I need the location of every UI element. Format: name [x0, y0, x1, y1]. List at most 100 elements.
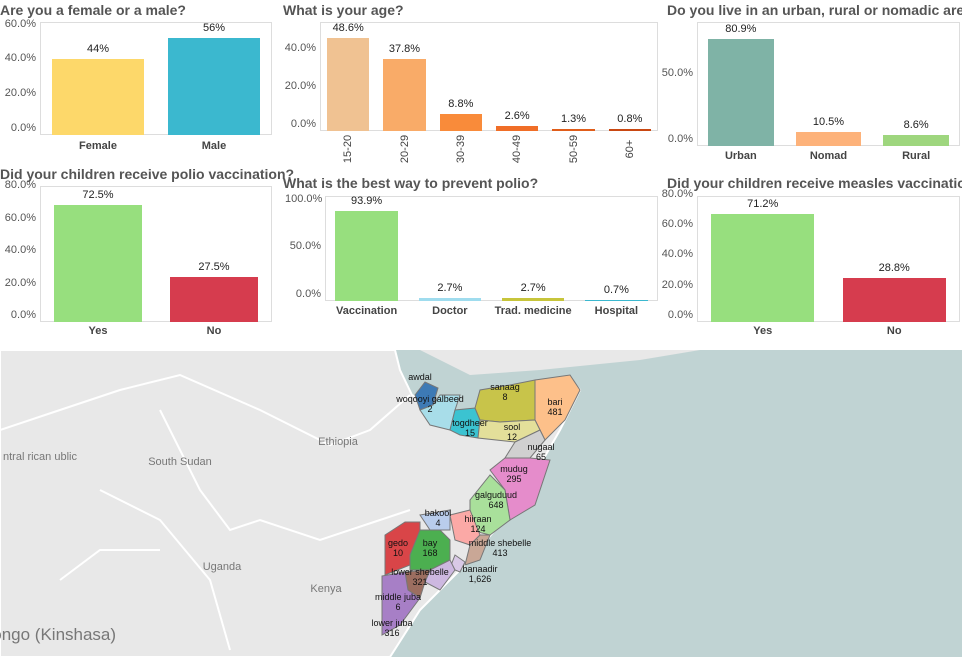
bar-male[interactable] [167, 37, 261, 135]
category-label: 40-49 [511, 134, 524, 164]
region-woqooyi-galbeed[interactable] [419, 394, 461, 431]
region-value: 321 [412, 577, 427, 587]
region-name: gedo [388, 538, 408, 548]
region-value: 6 [395, 602, 400, 612]
region-nugaal[interactable] [504, 429, 546, 459]
bar-female[interactable] [51, 58, 145, 135]
bar-50-59[interactable] [552, 128, 595, 131]
bar-no[interactable] [169, 277, 259, 322]
category-label: Nomad [809, 150, 848, 162]
bar-rural[interactable] [883, 134, 950, 146]
region-name: mudug [500, 464, 528, 474]
data-label: 44% [86, 42, 110, 55]
region-name: middle shebelle [469, 538, 532, 548]
bar-60-[interactable] [608, 129, 651, 131]
region-name: nugaal [527, 442, 554, 452]
bar-yes[interactable] [53, 204, 143, 322]
category-label: Yes [88, 325, 108, 337]
region-name: bari [547, 397, 562, 407]
region-label: bakool 4 [425, 508, 452, 528]
region-lower-juba[interactable] [381, 571, 421, 636]
region-name: lower shebelle [391, 567, 449, 577]
region-value: 15 [465, 428, 475, 438]
bar-trad-medicine[interactable] [501, 298, 565, 301]
category-label: Vaccination [336, 305, 398, 317]
region-mudug[interactable] [489, 457, 551, 521]
somalia-region-map[interactable]: awdal woqooyi galbeed 2 togdheer 15 sanaag 8 ba… [0, 349, 962, 658]
data-label: 37.8% [388, 42, 421, 55]
data-label: 2.7% [520, 282, 546, 295]
category-label: 20-29 [398, 134, 411, 164]
region-awdal[interactable] [414, 381, 439, 411]
country-label-south-sudan: South Sudan [148, 456, 212, 468]
region-name: banaadir [462, 564, 497, 574]
plot-area [40, 22, 272, 135]
chart-title: What is the best way to prevent polio? [283, 175, 539, 191]
country-label-kenya: Kenya [310, 583, 342, 595]
region-label: galguduud 648 [475, 490, 517, 510]
bar-vaccination[interactable] [335, 211, 398, 301]
region-value: 65 [536, 452, 546, 462]
chart-title: Do you live in an urban, rural or nomadi… [667, 2, 962, 18]
region-label: middle juba 6 [375, 592, 421, 612]
region-value: 648 [488, 500, 503, 510]
data-label: 0.7% [603, 284, 629, 297]
region-label: banaadir 1,626 [462, 564, 497, 584]
y-tick-label: 50.0% [661, 67, 693, 80]
region-value: 8 [502, 392, 507, 402]
y-tick-label: 0.0% [667, 133, 693, 145]
bar-40-49[interactable] [496, 126, 539, 131]
bar-urban[interactable] [707, 39, 774, 146]
region-bakool[interactable] [419, 509, 451, 531]
region-middle-shebelle[interactable] [464, 534, 491, 566]
y-tick-label: 100.0% [285, 192, 323, 205]
data-label: 72.5% [82, 188, 114, 201]
region-label: togdheer 15 [452, 418, 488, 438]
region-shapes[interactable] [381, 374, 581, 636]
region-name: awdal [408, 372, 432, 382]
data-label: 8.6% [903, 118, 929, 131]
bar-yes[interactable] [711, 213, 815, 322]
region-label: middle shebelle 413 [469, 538, 532, 558]
region-label: sanaag 8 [490, 382, 520, 402]
plot-area [325, 196, 658, 301]
category-label: 50-59 [567, 134, 580, 164]
bar-doctor[interactable] [418, 298, 482, 301]
region-label: bay 168 [422, 538, 437, 558]
data-label: 2.7% [437, 282, 463, 295]
y-tick-label: 20.0% [284, 79, 316, 92]
data-label: 1.3% [560, 112, 587, 125]
y-tick-label: 40.0% [4, 52, 36, 65]
bar-hospital[interactable] [585, 300, 648, 301]
data-label: 2.6% [504, 110, 530, 123]
category-label: 60+ [623, 139, 636, 159]
region-value: 10 [393, 548, 403, 558]
data-label: 10.5% [812, 116, 845, 129]
region-value: 316 [384, 628, 399, 638]
category-label: 15-20 [342, 134, 355, 164]
region-value: 2 [427, 404, 432, 414]
region-value: 295 [506, 474, 521, 484]
bar-no[interactable] [842, 278, 946, 322]
bar-nomad[interactable] [795, 132, 862, 146]
category-label: Hospital [594, 305, 639, 317]
data-label: 8.8% [448, 98, 474, 111]
y-tick-label: 0.0% [10, 122, 36, 134]
y-tick-label: 20.0% [661, 278, 693, 291]
category-label: Trad. medicine [494, 305, 572, 317]
country-label-car: ntral rican ublic [3, 451, 77, 463]
data-label: 48.6% [332, 22, 364, 35]
bar-20-29[interactable] [383, 58, 426, 131]
bar-15-20[interactable] [327, 38, 370, 131]
y-tick-label: 20.0% [4, 276, 36, 289]
bar-30-39[interactable] [439, 114, 482, 131]
region-label: woqooyi galbeed 2 [395, 394, 464, 414]
data-label: 71.2% [747, 197, 779, 210]
y-tick-label: 50.0% [289, 240, 321, 253]
region-value: 481 [547, 407, 562, 417]
country-label-ethiopia: Ethiopia [318, 436, 359, 448]
region-label: hiiraan 124 [464, 514, 491, 534]
chart-title: Did your children receive measles vaccin… [667, 175, 962, 191]
category-label: Doctor [432, 305, 468, 317]
